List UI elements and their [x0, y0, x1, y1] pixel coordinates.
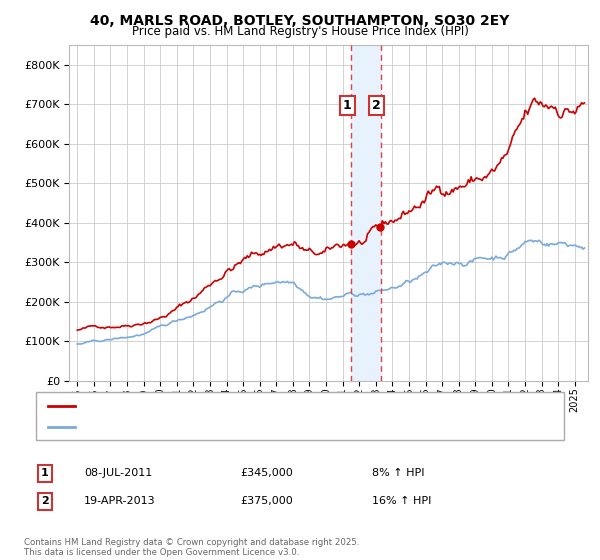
Text: 19-APR-2013: 19-APR-2013 — [84, 496, 155, 506]
Text: 40, MARLS ROAD, BOTLEY, SOUTHAMPTON, SO30 2EY: 40, MARLS ROAD, BOTLEY, SOUTHAMPTON, SO3… — [91, 14, 509, 28]
Text: 1: 1 — [41, 468, 49, 478]
Text: 40, MARLS ROAD, BOTLEY, SOUTHAMPTON, SO30 2EY (detached house): 40, MARLS ROAD, BOTLEY, SOUTHAMPTON, SO3… — [81, 401, 456, 411]
Text: Contains HM Land Registry data © Crown copyright and database right 2025.
This d: Contains HM Land Registry data © Crown c… — [24, 538, 359, 557]
Text: Price paid vs. HM Land Registry's House Price Index (HPI): Price paid vs. HM Land Registry's House … — [131, 25, 469, 38]
Text: £345,000: £345,000 — [240, 468, 293, 478]
Text: 08-JUL-2011: 08-JUL-2011 — [84, 468, 152, 478]
Text: 2: 2 — [41, 496, 49, 506]
Text: 16% ↑ HPI: 16% ↑ HPI — [372, 496, 431, 506]
Bar — [351, 45, 380, 381]
Text: 8% ↑ HPI: 8% ↑ HPI — [372, 468, 425, 478]
Text: £375,000: £375,000 — [240, 496, 293, 506]
Text: HPI: Average price, detached house, Eastleigh: HPI: Average price, detached house, East… — [81, 422, 322, 432]
Text: 1: 1 — [343, 99, 352, 112]
Text: 2: 2 — [372, 99, 381, 112]
